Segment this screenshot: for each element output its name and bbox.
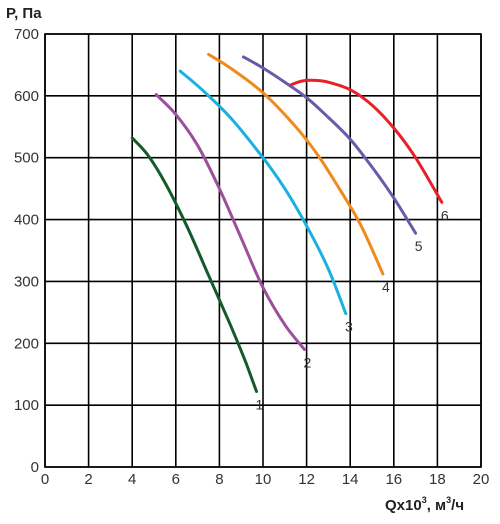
curve-5 [241, 55, 418, 235]
x-tick-label: 20 [473, 471, 490, 488]
y-axis-label: P, Па [6, 5, 42, 22]
x-axis-label-main: Qx10 [385, 497, 422, 514]
curve-6 [289, 78, 444, 204]
curve-4 [207, 52, 385, 276]
y-tick-label: 100 [14, 397, 39, 414]
curve-1 [130, 136, 258, 393]
x-axis-label-unit-exponent: 3 [446, 495, 451, 505]
curves [130, 52, 444, 393]
x-axis-label: Qx103, м3/ч [385, 495, 464, 514]
x-axis-label-unit: , м [427, 497, 446, 514]
y-tick-label: 600 [14, 88, 39, 105]
y-tick-label: 200 [14, 335, 39, 352]
y-tick-label: 0 [31, 459, 39, 476]
x-tick-label: 8 [215, 471, 223, 488]
x-tick-label: 16 [385, 471, 402, 488]
x-axis-label-exponent: 3 [422, 495, 427, 505]
curve-labels: 1 2 3 4 5 6 [256, 207, 449, 412]
curve-label-6: 6 [441, 207, 449, 223]
x-tick-label: 10 [255, 471, 272, 488]
plot-frame [44, 33, 482, 468]
x-tick-label: 2 [84, 471, 92, 488]
y-tick-label: 700 [14, 26, 39, 43]
curve-3 [178, 69, 348, 316]
curve-label-4: 4 [382, 279, 390, 295]
x-tick-label: 18 [429, 471, 446, 488]
y-tick-label: 400 [14, 212, 39, 229]
curve-label-2: 2 [304, 354, 312, 370]
curve-label-3: 3 [345, 319, 353, 335]
x-tick-label: 12 [298, 471, 315, 488]
y-tick-label: 500 [14, 150, 39, 167]
curve-2 [154, 93, 306, 351]
curve-label-1: 1 [256, 397, 264, 413]
x-tick-label: 14 [342, 471, 359, 488]
x-axis-label-unit-tail: /ч [451, 497, 464, 514]
curve-label-5: 5 [415, 238, 423, 254]
x-tick-label: 4 [128, 471, 136, 488]
y-tick-label: 300 [14, 273, 39, 290]
x-tick-label: 0 [41, 471, 49, 488]
x-tick-label: 6 [172, 471, 180, 488]
